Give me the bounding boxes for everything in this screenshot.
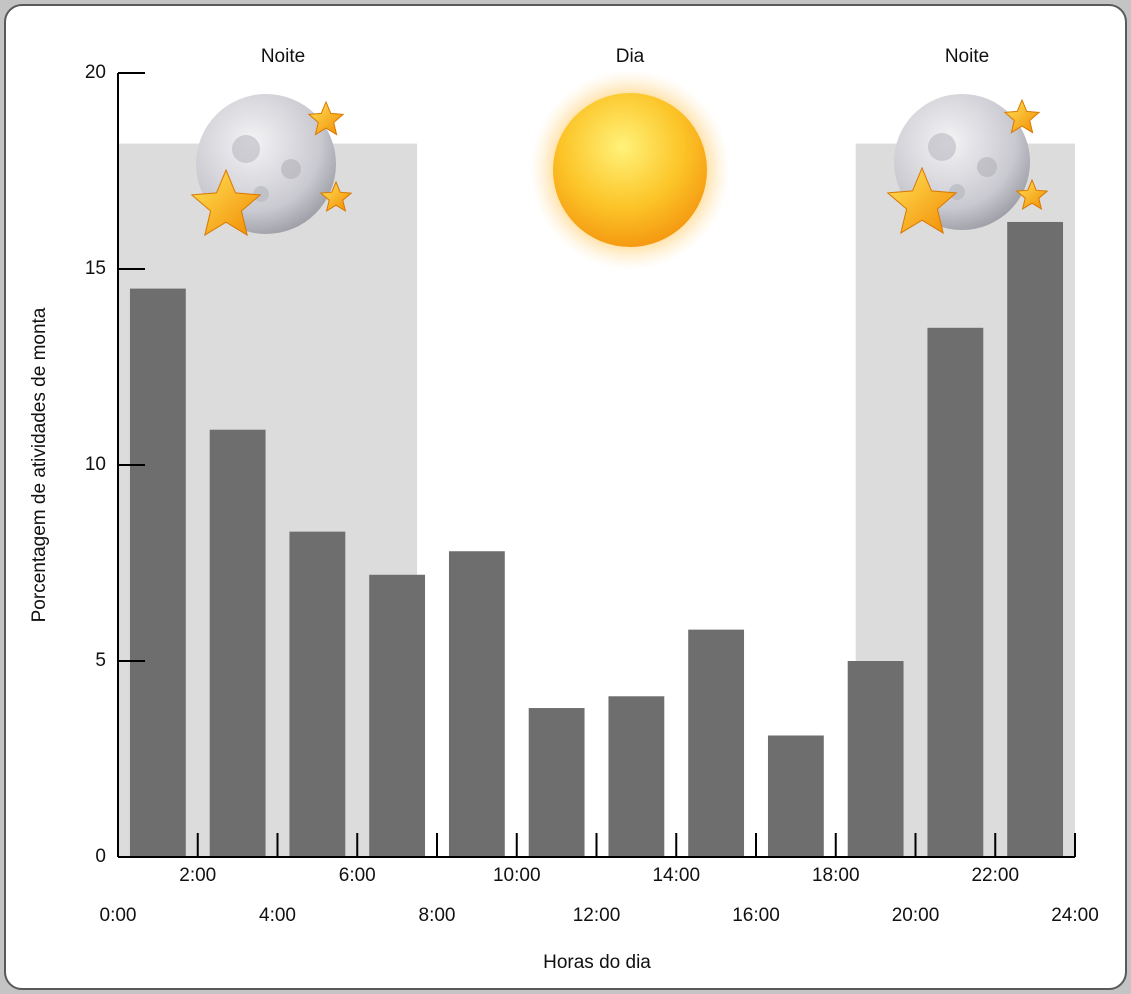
star [886,166,958,235]
x-tick-label: 10:00 [493,865,541,886]
bar [209,429,266,857]
bar [369,574,426,857]
bar [129,288,186,858]
y-axis-label: Porcentagem de atividades de monta [29,307,50,622]
moon-crater [977,157,997,177]
bar [767,735,824,857]
x-tick-label: 16:00 [732,905,780,926]
bar [688,629,745,857]
decor [190,70,1049,270]
x-tick-label: 0:00 [100,905,137,926]
moon-crater [281,159,301,179]
x-tick-label: 24:00 [1051,905,1099,926]
bar [1007,221,1064,857]
bar [927,327,984,857]
sun [553,93,707,247]
x-tick-label: 8:00 [419,905,456,926]
x-tick-label: 18:00 [812,865,860,886]
annotation: Dia [616,46,645,67]
x-tick-label: 4:00 [259,905,296,926]
star [307,100,345,136]
x-tick-label: 2:00 [179,865,216,886]
x-tick-label: 12:00 [573,905,621,926]
y-tick-label: 0 [95,846,106,867]
y-tick-label: 15 [85,258,106,279]
moon-crater [928,133,956,161]
x-tick-label: 6:00 [339,865,376,886]
x-tick-label: 20:00 [892,905,940,926]
star [1003,98,1041,134]
bar [847,661,904,857]
annotation: Noite [945,46,989,67]
y-tick-label: 5 [95,650,106,671]
annotation: Noite [261,46,305,67]
x-tick-label: 22:00 [971,865,1019,886]
y-tick-label: 20 [85,62,106,83]
x-axis-label: Horas do dia [543,952,651,973]
bar [289,531,346,857]
bar [448,551,505,857]
bar [608,696,665,857]
star [1015,178,1049,210]
star [319,180,353,212]
y-tick-label: 10 [85,454,106,475]
moon-crater [232,135,260,163]
bar [528,708,585,857]
x-tick-label: 14:00 [652,865,700,886]
star [190,168,262,237]
